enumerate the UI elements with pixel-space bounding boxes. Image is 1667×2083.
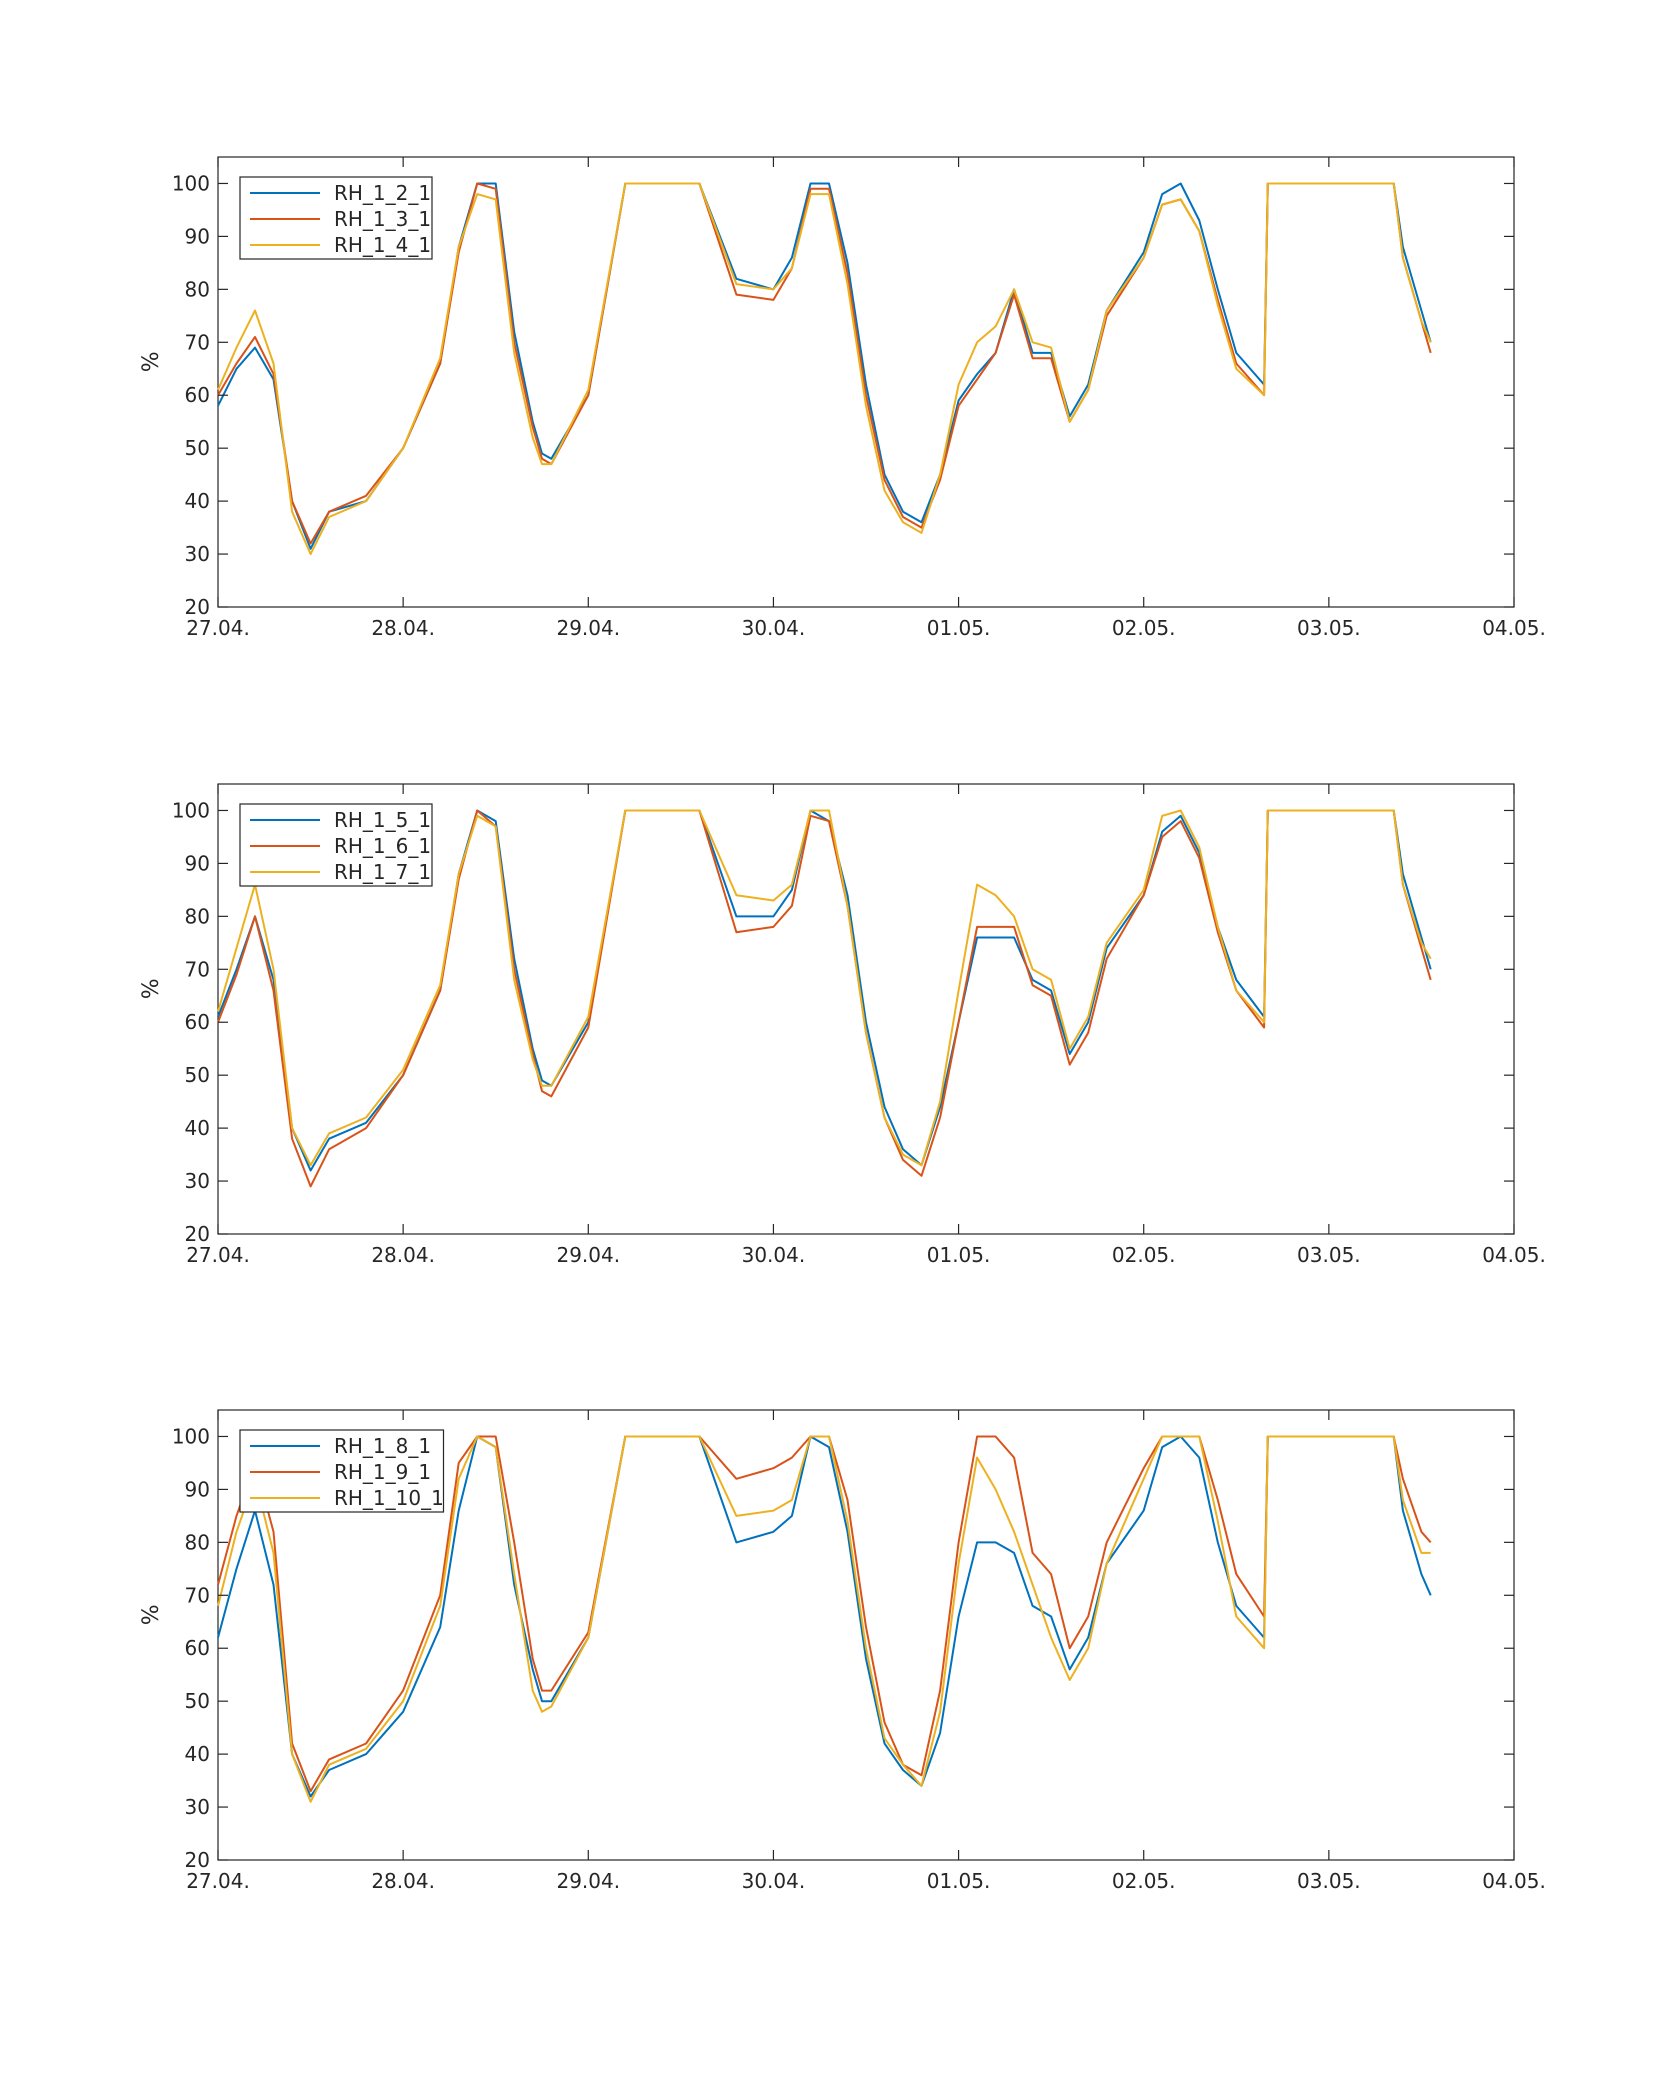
legend-label-RH_1_9_1: RH_1_9_1 (334, 1460, 431, 1484)
y-tick-label: 90 (185, 851, 210, 875)
y-tick-label: 100 (172, 798, 210, 822)
x-tick-label: 30.04. (742, 1869, 806, 1893)
series-line-RH_1_7_1 (217, 809, 1432, 1167)
legend: RH_1_8_1RH_1_9_1RH_1_10_1 (239, 1429, 445, 1513)
y-tick-label: 50 (185, 1063, 210, 1087)
legend-label-RH_1_8_1: RH_1_8_1 (334, 1434, 431, 1458)
x-tick-label: 30.04. (742, 1243, 806, 1267)
y-tick-label: 30 (185, 542, 210, 566)
legend-label-RH_1_10_1: RH_1_10_1 (334, 1486, 444, 1510)
series-line-RH_1_9_1 (217, 1435, 1432, 1793)
y-tick-label: 40 (185, 489, 210, 513)
y-tick-label: 20 (185, 1848, 210, 1872)
y-tick-label: 60 (185, 383, 210, 407)
y-tick-label: 90 (185, 1477, 210, 1501)
legend-label-RH_1_2_1: RH_1_2_1 (334, 181, 431, 205)
legend-label-RH_1_3_1: RH_1_3_1 (334, 207, 431, 231)
x-tick-label: 27.04. (186, 1869, 250, 1893)
x-tick-label: 01.05. (927, 616, 991, 640)
x-tick-label: 02.05. (1112, 616, 1176, 640)
x-tick-label: 28.04. (371, 1243, 435, 1267)
y-tick-label: 20 (185, 595, 210, 619)
x-tick-label: 30.04. (742, 616, 806, 640)
series-line-RH_1_10_1 (217, 1435, 1431, 1803)
x-tick-label: 04.05. (1482, 1243, 1546, 1267)
y-tick-label: 100 (172, 171, 210, 195)
y-tick-label: 80 (185, 904, 210, 928)
x-tick-label: 27.04. (186, 616, 250, 640)
legend-label-RH_1_4_1: RH_1_4_1 (334, 233, 431, 257)
x-tick-label: 02.05. (1112, 1869, 1176, 1893)
y-tick-label: 20 (185, 1222, 210, 1246)
legend: RH_1_2_1RH_1_3_1RH_1_4_1 (239, 176, 433, 260)
y-tick-label: 60 (185, 1636, 210, 1660)
x-tick-label: 03.05. (1297, 1243, 1361, 1267)
y-axis-label: % (139, 978, 164, 999)
chart-panel-2: 20 30 40 50 60 70 80 90 100 27.04. 28.04. 29.04. 30.… (139, 783, 1546, 1267)
x-tick-label: 28.04. (371, 1869, 435, 1893)
legend-label-RH_1_7_1: RH_1_7_1 (334, 860, 431, 884)
chart-panel-1: 20 30 40 50 60 70 80 90 100 27.04. 28.04. 29.04. 30.… (139, 156, 1546, 640)
y-tick-label: 30 (185, 1169, 210, 1193)
y-tick-label: 40 (185, 1742, 210, 1766)
y-tick-label: 70 (185, 330, 210, 354)
y-axis-label: % (139, 1604, 164, 1625)
x-tick-label: 01.05. (927, 1243, 991, 1267)
x-tick-label: 03.05. (1297, 1869, 1361, 1893)
x-tick-label: 28.04. (371, 616, 435, 640)
x-tick-label: 03.05. (1297, 616, 1361, 640)
y-tick-label: 50 (185, 436, 210, 460)
x-tick-label: 27.04. (186, 1243, 250, 1267)
y-tick-label: 50 (185, 1689, 210, 1713)
y-tick-label: 70 (185, 957, 210, 981)
x-tick-label: 04.05. (1482, 1869, 1546, 1893)
series-line-RH_1_8_1 (217, 1435, 1432, 1798)
plot-area-frame (217, 156, 1515, 608)
x-tick-label: 29.04. (556, 616, 620, 640)
y-axis-label: % (139, 351, 164, 372)
x-tick-label: 29.04. (556, 1869, 620, 1893)
chart-panel-3: 20 30 40 50 60 70 80 90 100 27.04. 28.04. 29.04. 30.… (139, 1409, 1546, 1893)
legend-label-RH_1_5_1: RH_1_5_1 (334, 808, 431, 832)
y-tick-label: 70 (185, 1583, 210, 1607)
x-tick-label: 02.05. (1112, 1243, 1176, 1267)
x-tick-label: 04.05. (1482, 616, 1546, 640)
x-tick-label: 01.05. (927, 1869, 991, 1893)
y-tick-label: 80 (185, 277, 210, 301)
y-tick-label: 80 (185, 1530, 210, 1554)
x-tick-label: 29.04. (556, 1243, 620, 1267)
legend-label-RH_1_6_1: RH_1_6_1 (334, 834, 431, 858)
series-line-RH_1_4_1 (217, 182, 1432, 556)
y-tick-label: 30 (185, 1795, 210, 1819)
y-tick-label: 60 (185, 1010, 210, 1034)
y-tick-label: 90 (185, 224, 210, 248)
y-tick-label: 40 (185, 1116, 210, 1140)
y-tick-label: 100 (172, 1424, 210, 1448)
legend: RH_1_5_1RH_1_6_1RH_1_7_1 (239, 803, 433, 887)
